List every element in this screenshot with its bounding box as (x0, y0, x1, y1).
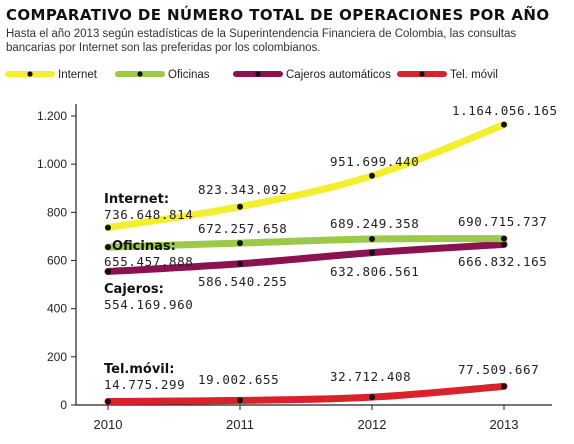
x-tick-label: 2012 (358, 417, 387, 432)
x-tick-label: 2011 (226, 417, 254, 432)
legend-label: Oficinas (168, 69, 210, 81)
data-point (501, 383, 507, 390)
y-tick-label: 600 (47, 254, 67, 268)
y-tick-label: 400 (47, 302, 67, 316)
data-label: 632.806.561 (330, 264, 419, 279)
data-label: 689.249.358 (330, 216, 419, 231)
data-point (501, 235, 507, 242)
data-point (369, 236, 375, 243)
data-point (501, 241, 507, 248)
data-label: 586.540.255 (198, 274, 287, 289)
series-name-label: Tel.móvil: (104, 362, 174, 377)
data-point (369, 172, 375, 179)
series-name-label: Oficinas: (112, 239, 176, 254)
data-label: 951.699.440 (330, 154, 419, 169)
legend-label: Cajeros automáticos (286, 69, 391, 81)
legend-swatch-marker (137, 71, 143, 77)
series-line-cajeros-autom-ticos (104, 240, 508, 276)
series-line-tel-m-vil (104, 382, 508, 405)
y-tick-label: 800 (47, 205, 67, 219)
data-point (105, 224, 111, 231)
data-point (369, 394, 375, 401)
y-tick-label: 200 (47, 350, 67, 364)
data-label: 19.002.655 (198, 372, 279, 387)
data-label: 655.457.888 (104, 254, 193, 269)
chart-subtitle: Hasta el año 2013 según estadísticas de … (6, 28, 517, 54)
series-lines (104, 121, 508, 405)
data-label: 690.715.737 (458, 214, 547, 229)
data-point (237, 203, 243, 210)
y-tick-label: 1.200 (37, 109, 67, 123)
data-label: 1.164.056.165 (452, 103, 558, 118)
series-name-label: Cajeros: (104, 282, 164, 297)
series-line-internet (104, 121, 508, 232)
data-point (237, 397, 243, 404)
legend-label: Tel. móvil (450, 69, 498, 81)
y-tick-label: 1.000 (37, 157, 67, 171)
legend: Internet Oficinas Cajeros automáticos Tel. … (5, 69, 498, 81)
data-point (105, 244, 111, 251)
data-label: 32.712.408 (330, 369, 411, 384)
chart-title: COMPARATIVO DE NÚMERO TOTAL DE OPERACION… (6, 6, 550, 24)
data-label: 77.509.667 (458, 362, 539, 377)
data-point (105, 398, 111, 405)
data-point (237, 260, 243, 267)
data-point (237, 240, 243, 247)
x-tick-label: 2013 (490, 417, 519, 432)
x-tick-label: 2010 (94, 417, 123, 432)
legend-swatch-marker (255, 71, 261, 77)
data-label: 672.257.658 (198, 221, 287, 236)
legend-label: Internet (58, 69, 98, 81)
series-name-label: Internet: (104, 192, 169, 207)
y-tick-label: 0 (60, 398, 67, 412)
data-point (369, 249, 375, 256)
legend-swatch-marker (419, 71, 425, 77)
axes: 0 200 400 600 800 1.000 1.200 2010 2011 2012 2013 (37, 104, 552, 432)
data-label: 736.648.814 (104, 207, 193, 222)
data-label: 666.832.165 (458, 254, 547, 269)
data-labels: Internet: Oficinas: Cajeros: Tel.móvil: 736.… (104, 103, 558, 392)
data-label: 823.343.092 (198, 182, 287, 197)
legend-swatch-marker (27, 71, 33, 77)
data-point (105, 268, 111, 275)
data-label: 554.169.960 (104, 297, 193, 312)
series-line-oficinas (104, 235, 508, 251)
data-label: 14.775.299 (104, 377, 185, 392)
data-point (501, 121, 507, 128)
